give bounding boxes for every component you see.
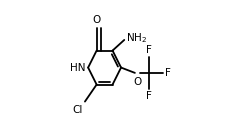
Text: F: F (145, 91, 151, 101)
Text: NH$_2$: NH$_2$ (126, 31, 147, 45)
Text: F: F (164, 68, 170, 78)
Text: O: O (132, 77, 141, 87)
Text: HN: HN (70, 63, 86, 73)
Text: O: O (92, 15, 100, 25)
Text: F: F (145, 45, 151, 55)
Text: Cl: Cl (72, 105, 82, 115)
